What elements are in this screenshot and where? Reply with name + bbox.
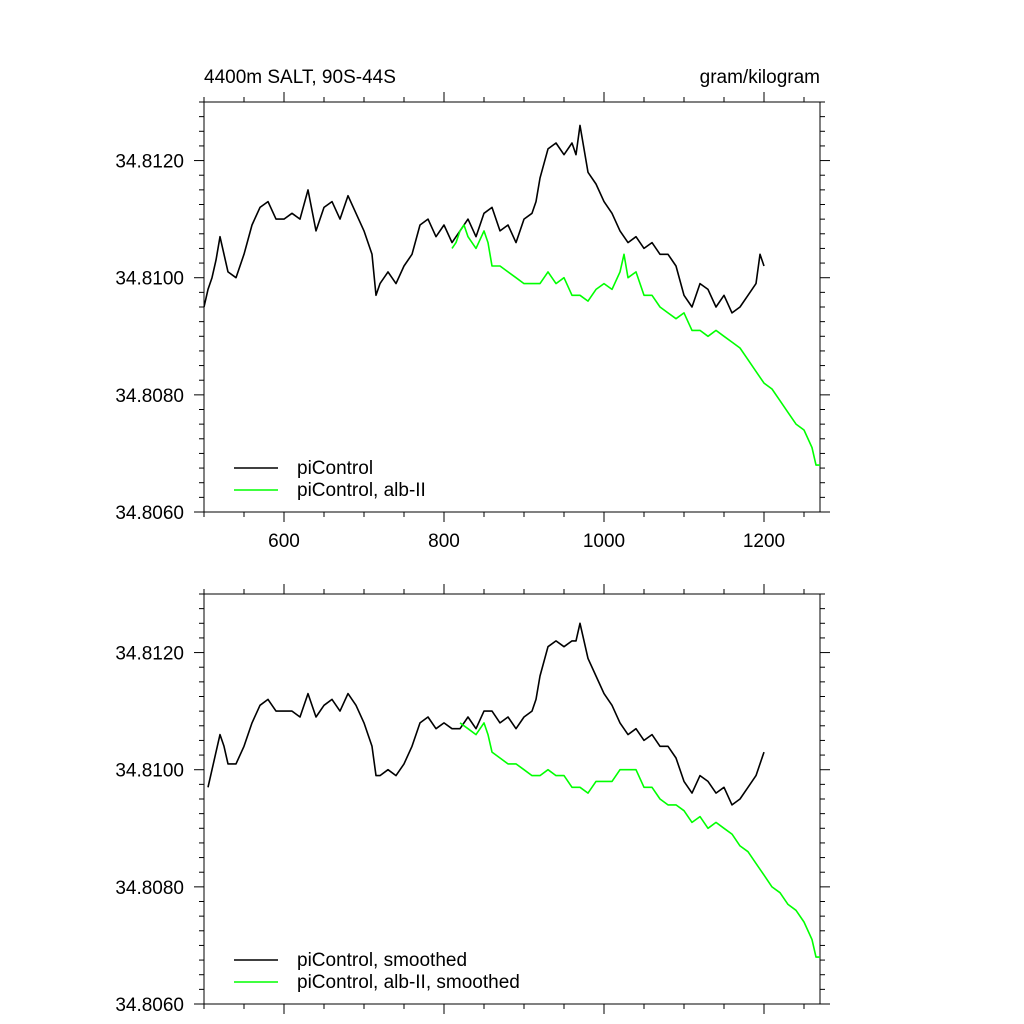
y-tick-label: 34.8100 xyxy=(115,269,184,290)
chart-units: gram/kilogram xyxy=(700,67,820,88)
top-x-axis-labels: 600 800 1000 1200 xyxy=(268,531,785,552)
chart-title: 4400m SALT, 90S-44S xyxy=(204,67,396,88)
top-series-lines xyxy=(203,124,820,466)
y-tick-label: 34.8060 xyxy=(115,995,184,1016)
series-line-0 xyxy=(203,124,765,314)
y-tick-label: 34.8120 xyxy=(115,152,184,173)
legend-label-alb-smoothed: piControl, alb-II, smoothed xyxy=(297,972,520,993)
y-tick-label: 34.8120 xyxy=(115,644,184,665)
y-tick-label: 34.8080 xyxy=(115,878,184,899)
bottom-plot-frame xyxy=(203,593,821,1005)
top-y-axis-labels: 34.8060 34.8080 34.8100 34.8120 xyxy=(115,152,184,524)
series-line-0 xyxy=(207,622,765,806)
legend-label-picontrol-smoothed: piControl, smoothed xyxy=(297,950,467,971)
x-tick-label: 1000 xyxy=(583,531,625,552)
series-line-1 xyxy=(451,224,820,466)
bottom-y-axis-labels: 34.8060 34.8080 34.8100 34.8120 xyxy=(115,644,184,1016)
x-tick-label: 800 xyxy=(428,531,460,552)
y-tick-label: 34.8080 xyxy=(115,386,184,407)
y-tick-label: 34.8060 xyxy=(115,503,184,524)
bottom-series-lines xyxy=(207,622,820,958)
x-tick-label: 600 xyxy=(268,531,300,552)
bottom-legend: piControl, smoothed piControl, alb-II, s… xyxy=(234,950,520,993)
bottom-panel: 34.8060 34.8080 34.8100 34.8120 piContro… xyxy=(115,584,830,1016)
legend-label-alb: piControl, alb-II xyxy=(297,480,426,501)
y-tick-label: 34.8100 xyxy=(115,761,184,782)
top-axis-ticks xyxy=(194,92,830,522)
top-panel: 34.8060 34.8080 34.8100 34.8120 600 800 … xyxy=(115,92,830,552)
top-plot-frame xyxy=(203,101,821,513)
bottom-axis-ticks xyxy=(194,584,830,1014)
top-legend: piControl piControl, alb-II xyxy=(234,458,426,501)
x-tick-label: 1200 xyxy=(743,531,785,552)
series-line-1 xyxy=(459,722,820,958)
legend-label-picontrol: piControl xyxy=(297,458,373,479)
